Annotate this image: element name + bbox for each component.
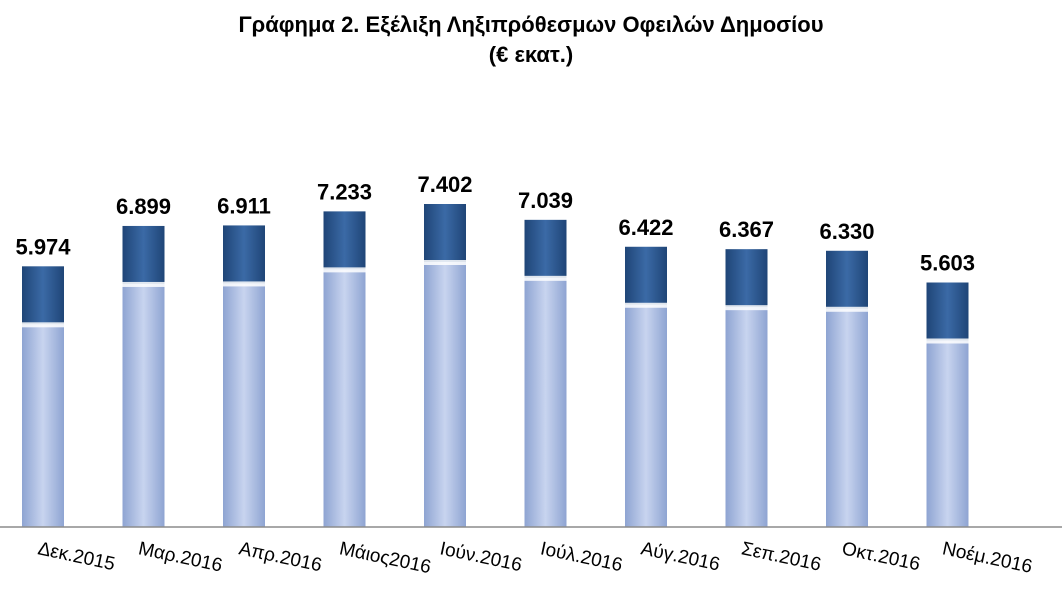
x-tick-label: Δεκ.2015 <box>36 538 117 575</box>
bar-upper-segment <box>926 282 969 341</box>
data-label: 6.330 <box>819 219 874 244</box>
bar-upper-segment <box>424 204 466 262</box>
bar-upper-segment <box>625 246 667 305</box>
bar-lower-segment <box>524 277 567 527</box>
bar-lower-segment <box>22 324 64 527</box>
x-tick-label: Ιούλ.2016 <box>538 538 624 576</box>
x-tick-label: Νοέμ.2016 <box>940 538 1034 578</box>
chart-title: Γράφημα 2. Εξέλιξη Ληξιπρόθεσμων Οφειλών… <box>0 10 1062 70</box>
bar-lower-segment <box>725 307 768 527</box>
x-tick-label: Μάιος2016 <box>337 538 432 578</box>
bar-highlight <box>424 260 466 265</box>
bar-lower-segment <box>223 283 265 527</box>
bar-lower-segment <box>323 269 366 527</box>
x-tick-label: Μαρ.2016 <box>136 538 224 576</box>
bar <box>323 211 366 527</box>
data-label: 6.899 <box>116 194 171 219</box>
data-label: 5.603 <box>920 251 975 276</box>
x-tick-label: Σεπ.2016 <box>739 538 822 575</box>
bar-upper-segment <box>223 225 265 284</box>
data-label: 6.422 <box>618 215 673 240</box>
bar-upper-segment <box>122 225 165 284</box>
bar-highlight <box>122 281 165 287</box>
bar <box>424 204 466 527</box>
bar-lower-segment <box>122 283 165 527</box>
x-tick-label: Αύγ.2016 <box>639 538 722 575</box>
bar-lower-segment <box>926 340 969 527</box>
bar-highlight <box>725 305 768 311</box>
chart-subtitle: (€ εκατ.) <box>488 42 574 67</box>
bar <box>223 225 265 527</box>
bar-upper-segment <box>725 249 768 308</box>
bar <box>826 250 868 527</box>
bar <box>524 219 567 527</box>
bar-highlight <box>926 338 969 344</box>
chart-title-line: Γράφημα 2. Εξέλιξη Ληξιπρόθεσμων Οφειλών… <box>238 12 824 37</box>
bar <box>122 225 165 527</box>
data-label: 7.039 <box>518 188 573 213</box>
bar-highlight <box>223 281 265 287</box>
data-label: 6.367 <box>719 217 774 242</box>
data-label: 5.974 <box>15 234 71 259</box>
data-label: 7.233 <box>317 179 372 204</box>
bar-upper-segment <box>524 219 567 278</box>
bar-highlight <box>625 302 667 308</box>
bar <box>725 249 768 527</box>
x-tick-label: Απρ.2016 <box>237 538 324 576</box>
data-label: 7.402 <box>417 172 472 197</box>
bar <box>926 282 969 527</box>
bar-upper-segment <box>826 250 868 309</box>
data-label: 6.911 <box>217 193 271 218</box>
bar-highlight <box>826 306 868 312</box>
bar-highlight <box>323 267 366 273</box>
bar-lower-segment <box>826 308 868 527</box>
bar-upper-segment <box>323 211 366 270</box>
bar-upper-segment <box>22 266 64 325</box>
bar <box>22 266 64 527</box>
bar-lower-segment <box>625 304 667 527</box>
bar-lower-segment <box>424 262 466 527</box>
x-tick-label: Οκτ.2016 <box>840 538 922 575</box>
bar <box>625 246 667 527</box>
bar-highlight <box>22 322 64 328</box>
bar-highlight <box>524 275 567 281</box>
x-tick-label: Ιούν.2016 <box>438 538 524 576</box>
